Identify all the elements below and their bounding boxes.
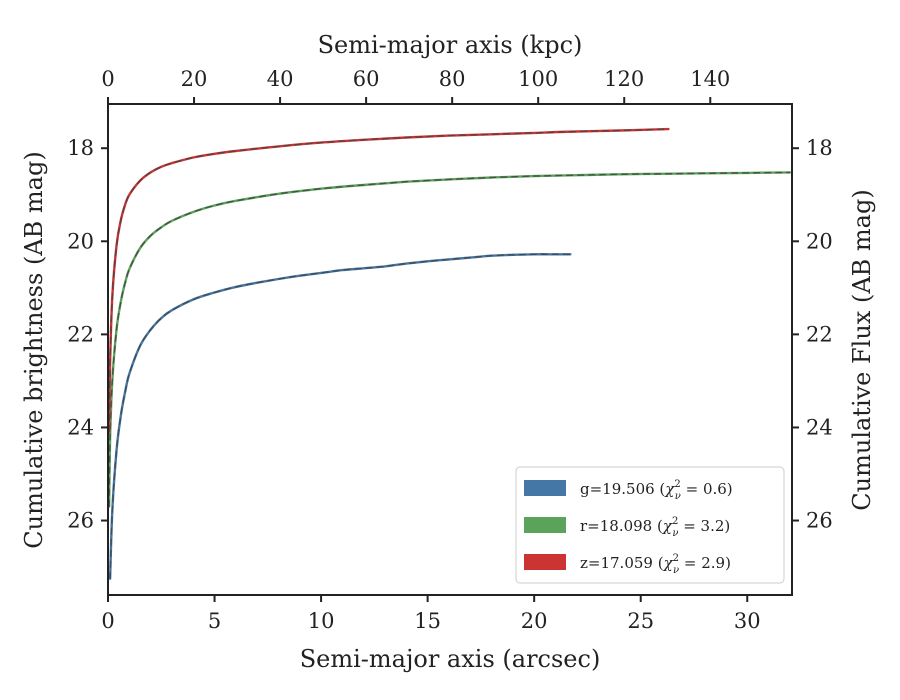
top-x-axis: 0 20 40 60 80 100 120 140 [101,67,730,104]
series-line-r [107,171,792,508]
x-top-tick-label: 0 [101,67,114,91]
x-bottom-tick-label: 30 [734,609,761,633]
y-left-tick-label: 24 [67,415,94,439]
y-left-tick-label: 18 [67,136,94,160]
series-model-line-g [109,253,571,579]
legend-swatch [524,554,566,570]
legend-entries: g=19.506 (χ2 ν = 0.6) r=18.098 (χ2 ν = 3.2)… [524,479,733,576]
left-y-axis: 18 20 22 24 26 [67,136,108,533]
plot-frame [107,103,793,596]
y-right-tick-label: 18 [806,136,833,160]
y-right-axis-label: Cumulative Flux (AB mag) [848,189,876,510]
x-top-tick-label: 20 [181,67,208,91]
x-bottom-tick-label: 20 [521,609,548,633]
legend-label: g=19.506 (χ2 ν = 0.6) [580,479,733,502]
y-left-tick-label: 26 [67,509,94,533]
x-bottom-tick-label: 0 [101,609,114,633]
x-bottom-tick-label: 10 [308,609,335,633]
legend-label: z=17.059 (χ2 ν = 2.9) [580,553,731,576]
series-model-line-z [108,128,669,433]
bottom-x-axis: 0 5 10 15 20 25 30 [101,595,761,633]
y-left-axis-label: Cumulative brightness (AB mag) [20,151,48,548]
x-top-tick-label: 40 [267,67,294,91]
legend-label: r=18.098 (χ2 ν = 3.2) [580,516,730,539]
x-bottom-axis-label: Semi-major axis (arcsec) [300,645,601,673]
series-line-g [108,253,572,580]
x-top-axis-label: Semi-major axis (kpc) [318,31,583,59]
legend: g=19.506 (χ2 ν = 0.6) r=18.098 (χ2 ν = 3.2)… [515,466,785,584]
y-left-tick-label: 20 [67,229,94,253]
y-right-tick-label: 20 [806,229,833,253]
legend-box [515,466,785,584]
x-top-tick-label: 100 [518,67,558,91]
legend-swatch [524,517,566,533]
x-top-tick-label: 140 [690,67,730,91]
x-bottom-tick-label: 5 [208,609,221,633]
y-right-tick-label: 24 [806,415,833,439]
y-left-tick-label: 22 [67,322,94,346]
x-top-tick-label: 80 [439,67,466,91]
x-top-tick-label: 60 [353,67,380,91]
x-bottom-tick-label: 15 [414,609,441,633]
right-y-axis: 18 20 22 24 26 [792,136,833,533]
series-model-line-r [108,171,790,507]
series-layer [107,127,792,580]
x-top-tick-label: 120 [604,67,644,91]
x-bottom-tick-label: 25 [627,609,654,633]
y-right-tick-label: 26 [806,509,833,533]
y-right-tick-label: 22 [806,322,833,346]
legend-swatch [524,480,566,496]
